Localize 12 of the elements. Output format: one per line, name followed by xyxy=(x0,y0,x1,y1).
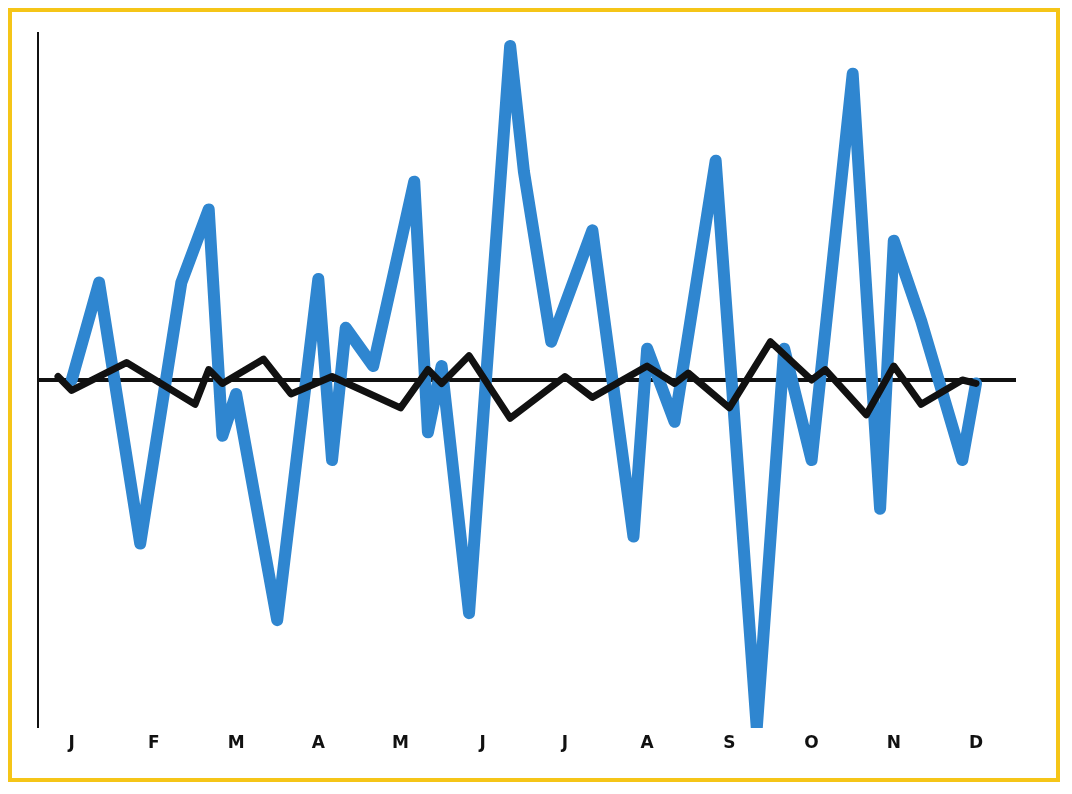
x-tick-label: F xyxy=(148,732,160,753)
x-tick-label: M xyxy=(392,732,409,753)
x-tick-label: J xyxy=(560,732,569,753)
x-tick-label: D xyxy=(968,732,984,753)
x-tick-label: A xyxy=(640,732,655,753)
x-tick-label: N xyxy=(886,732,901,753)
x-tick-label: J xyxy=(67,732,75,753)
x-tick-label: O xyxy=(804,732,819,753)
x-tick-label: S xyxy=(723,732,736,753)
x-tick-label: J xyxy=(478,732,486,753)
x-tick-label: A xyxy=(311,732,326,753)
x-tick-label: M xyxy=(227,732,245,753)
